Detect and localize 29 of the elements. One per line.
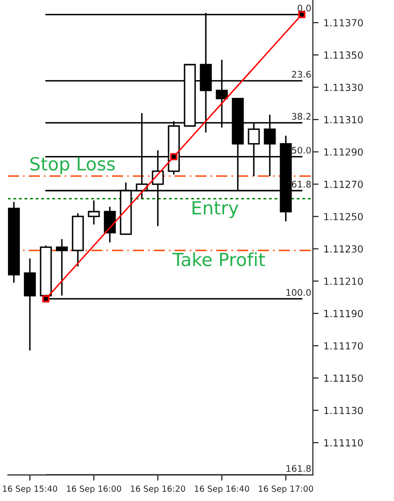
x-tick-label: 16 Sep 16:40 <box>194 486 250 494</box>
y-tick-label: 1.11270 <box>324 180 363 188</box>
x-tick-label: 16 Sep 15:40 <box>2 486 58 494</box>
annotation: 23.6 <box>292 70 311 78</box>
annotation: 161.8 <box>286 465 311 472</box>
ref-line-label: Take Profit <box>172 252 265 266</box>
y-tick-label: 1.11370 <box>324 19 363 26</box>
y-tick-label: 1.11210 <box>324 278 363 285</box>
y-tick-label: 1.11330 <box>324 84 363 92</box>
x-tick-label: 16 Sep 16:20 <box>130 486 186 494</box>
y-tick-label: 1.11150 <box>324 374 363 382</box>
ref-line-label: Entry <box>192 201 238 218</box>
annotation: 0.0 <box>298 4 311 12</box>
y-tick-label: 1.11130 <box>324 406 363 414</box>
annotation: 50.0 <box>292 146 311 154</box>
annotation: 61.8 <box>292 180 311 188</box>
annotation: 38.2 <box>292 112 310 120</box>
y-tick-label: 1.11310 <box>324 116 363 124</box>
y-tick-label: 1.11290 <box>324 148 363 156</box>
y-tick-label: 1.11350 <box>324 51 363 59</box>
y-tick-label: 1.11250 <box>324 212 363 220</box>
y-tick-label: 1.11230 <box>324 245 363 253</box>
annotation: 100.0 <box>286 288 311 296</box>
y-tick-label: 1.11190 <box>324 310 363 318</box>
x-tick-label: 16 Sep 17:00 <box>258 486 314 494</box>
y-tick-label: 1.11110 <box>324 439 363 446</box>
y-tick-label: 1.11170 <box>324 342 363 350</box>
x-tick-label: 16 Sep 16:00 <box>66 486 122 494</box>
ref-line-label: Stop Loss <box>30 156 115 174</box>
